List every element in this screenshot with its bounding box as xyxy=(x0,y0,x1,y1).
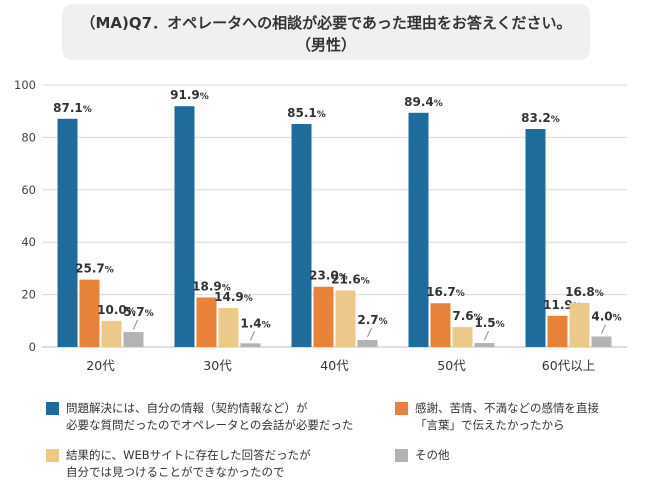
legend-swatch xyxy=(395,449,408,462)
bar xyxy=(452,327,473,347)
y-tick-label: 80 xyxy=(21,130,36,144)
bar xyxy=(569,302,590,347)
y-tick-label: 20 xyxy=(21,288,36,302)
leader-line xyxy=(367,327,372,338)
y-tick-label: 60 xyxy=(21,183,36,197)
data-label: 7.6% xyxy=(452,309,482,323)
chart-subtitle: （男性） xyxy=(295,36,356,54)
data-label: 25.7% xyxy=(75,262,114,276)
data-label: 5.7% xyxy=(123,305,153,319)
chart-title-box: （MA)Q7．オペレータへの相談が必要であった理由をお答えください。 （男性） xyxy=(62,4,590,60)
x-tick-label: 50代 xyxy=(437,358,466,373)
data-label: 16.7% xyxy=(426,285,465,299)
data-label: 91.9% xyxy=(170,88,209,102)
data-label: 85.1% xyxy=(287,106,326,120)
data-label: 21.6% xyxy=(331,272,370,286)
data-label: 1.5% xyxy=(474,316,504,330)
leader-line xyxy=(601,324,606,334)
data-label: 2.7% xyxy=(357,313,387,327)
bar xyxy=(525,129,546,347)
data-label: 1.4% xyxy=(240,316,270,330)
bar xyxy=(101,320,122,347)
leader-line xyxy=(133,319,138,330)
bar xyxy=(430,303,451,347)
data-label: 10.0% xyxy=(97,303,136,317)
x-tick-label: 30代 xyxy=(203,358,232,373)
y-tick-label: 100 xyxy=(14,78,36,92)
y-tick-label: 0 xyxy=(29,340,36,354)
bar xyxy=(123,332,144,347)
legend-swatch xyxy=(46,449,59,462)
bar xyxy=(291,124,312,348)
bar xyxy=(57,118,78,347)
data-label: 83.2% xyxy=(521,111,560,125)
bar xyxy=(474,343,495,347)
legend-swatch xyxy=(46,402,59,415)
legend-label: 感謝、苦情、不満などの感情を直接 「言葉」で伝えたかったから xyxy=(415,401,599,432)
bar xyxy=(408,112,429,347)
data-label: 87.1% xyxy=(53,101,92,115)
leader-line xyxy=(250,331,255,341)
data-label: 16.8% xyxy=(565,285,604,299)
chart-title: （MA)Q7．オペレータへの相談が必要であった理由をお答えください。 xyxy=(80,14,572,32)
bar xyxy=(218,307,239,347)
data-label: 89.4% xyxy=(404,95,443,109)
data-label: 18.9% xyxy=(192,279,231,293)
bar xyxy=(79,279,100,347)
x-tick-label: 20代 xyxy=(86,358,115,373)
data-label: 23.0% xyxy=(309,269,348,283)
bar xyxy=(357,339,378,347)
legend-label: その他 xyxy=(415,448,450,462)
bar xyxy=(335,290,356,347)
bar xyxy=(547,315,568,347)
x-tick-label: 60代以上 xyxy=(542,358,595,373)
legend-label: 結果的に、WEBサイトに存在した回答だったが 自分では見つけることができなかったの… xyxy=(66,448,311,479)
y-tick-label: 40 xyxy=(21,235,36,249)
bar xyxy=(591,336,612,347)
x-tick-label: 40代 xyxy=(320,358,349,373)
bar xyxy=(240,343,261,347)
leader-line xyxy=(484,330,489,341)
data-label: 14.9% xyxy=(214,290,253,304)
bar xyxy=(174,106,195,347)
bar xyxy=(196,297,217,347)
bar xyxy=(313,286,334,347)
data-label: 4.0% xyxy=(591,310,621,324)
legend-label: 問題解決には、自分の情報（契約情報など）が 必要な質問だったのでオペレータとの会話… xyxy=(66,401,354,432)
legend-swatch xyxy=(395,402,408,415)
